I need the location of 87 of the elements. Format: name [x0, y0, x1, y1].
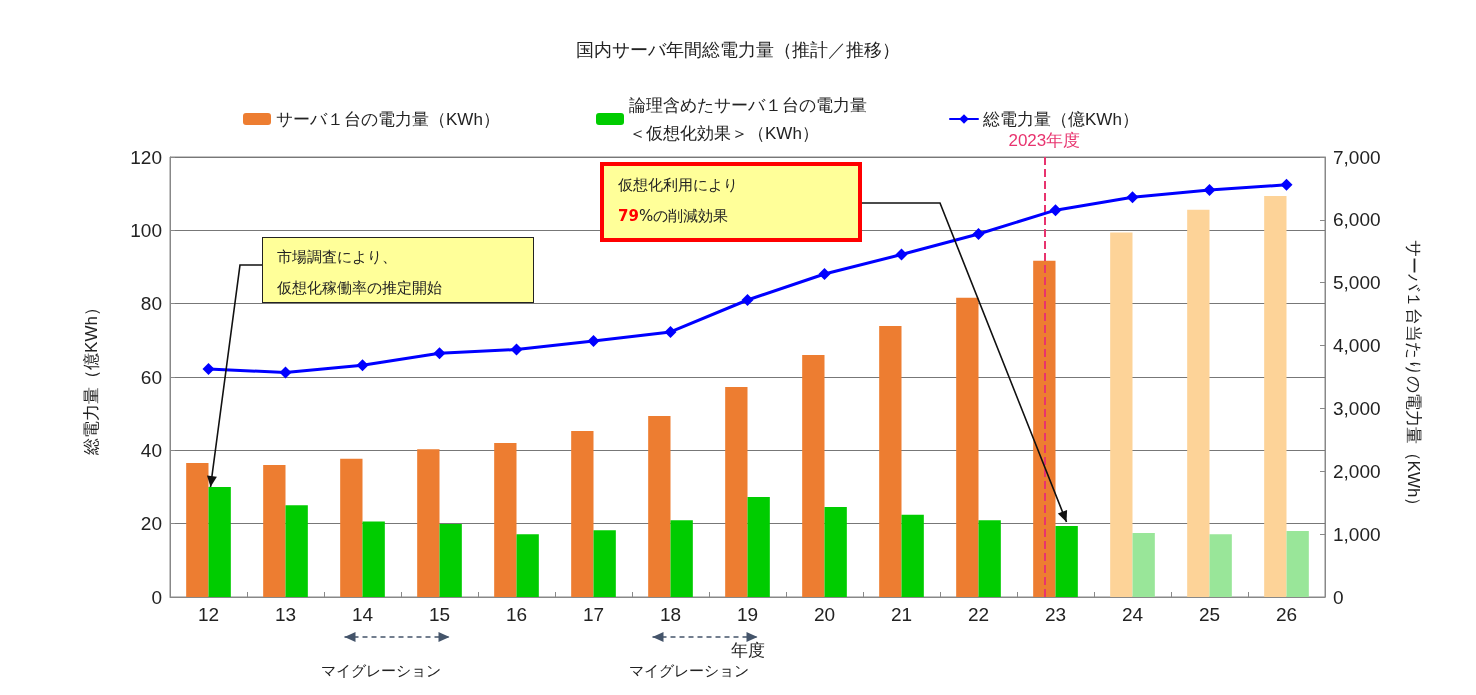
legend-label: 総電力量（億KWh）	[982, 109, 1139, 129]
bar	[186, 463, 209, 597]
x-tick-label: 12	[197, 604, 220, 625]
point	[1049, 204, 1062, 217]
point	[587, 335, 600, 348]
legend-label: サーバ１台の電力量（KWh）	[276, 109, 500, 129]
bar	[879, 326, 902, 597]
bar	[670, 520, 693, 597]
bar	[802, 355, 825, 597]
bar	[1110, 232, 1133, 597]
point	[1203, 184, 1216, 196]
point	[741, 294, 754, 306]
point	[433, 347, 446, 360]
text: マイグレーション	[320, 662, 441, 681]
y-tick-label: 0	[151, 586, 162, 608]
x-tick-label: 24	[1121, 604, 1144, 625]
point	[895, 248, 908, 261]
x-tick-label: 19	[736, 604, 759, 625]
x-tick-label: 26	[1275, 604, 1298, 625]
point	[510, 343, 523, 356]
bar	[208, 487, 231, 597]
x-tick-label: 13	[274, 604, 297, 625]
y-tick-label: 40	[140, 439, 162, 461]
bar	[362, 521, 385, 597]
x-tick-label: 16	[505, 604, 528, 625]
bar	[1264, 195, 1287, 597]
bar	[1286, 531, 1309, 597]
ref-line-label: 2023年度	[1008, 131, 1081, 150]
bar	[956, 297, 979, 597]
bar	[648, 415, 671, 597]
bar	[1132, 532, 1155, 597]
bar	[1187, 209, 1210, 597]
bar	[285, 505, 308, 597]
bar	[1055, 525, 1078, 597]
bar	[725, 387, 748, 597]
bar	[978, 520, 1001, 597]
bar	[263, 465, 286, 597]
point	[279, 366, 292, 379]
bar	[417, 449, 440, 597]
y2-tick-label: 6,000	[1333, 209, 1381, 231]
point	[202, 362, 215, 375]
x-tick-label: 25	[1198, 604, 1221, 625]
bar	[571, 431, 594, 597]
y2-tick-label: 5,000	[1333, 272, 1381, 294]
point	[1280, 178, 1293, 191]
y2-tick-label: 4,000	[1333, 335, 1381, 357]
y-tick-label: 100	[130, 219, 162, 241]
bar	[340, 458, 363, 597]
bar	[1209, 534, 1232, 597]
bar	[439, 524, 462, 597]
point	[818, 267, 831, 280]
point	[1126, 191, 1139, 204]
y2-tick-label: 7,000	[1333, 146, 1381, 168]
y2-tick-label: 3,000	[1333, 397, 1381, 419]
bar	[747, 497, 770, 597]
text: マイグレーション	[628, 662, 749, 681]
y2-tick-label: 2,000	[1333, 460, 1381, 482]
y-tick-label: 60	[140, 366, 162, 388]
y2-tick-label: 0	[1333, 586, 1344, 608]
x-tick-label: 18	[659, 604, 682, 625]
x-tick-label: 14	[351, 604, 374, 625]
point	[972, 228, 985, 240]
y2-axis-title: サーバ１台当たりの電力量（KWh）	[1404, 239, 1423, 515]
x-tick-label: 20	[813, 604, 836, 625]
x-tick-label: 17	[582, 604, 605, 625]
bar	[1033, 260, 1056, 597]
point	[356, 359, 369, 372]
x-tick-label: 22	[967, 604, 990, 625]
callout-box: 市場調査により、仮想化稼働率の推定開始	[262, 237, 534, 303]
bar	[901, 514, 924, 597]
point	[664, 325, 677, 338]
y-tick-label: 80	[140, 293, 162, 315]
x-tick-label: 21	[890, 604, 913, 625]
bar	[494, 443, 517, 597]
bar	[593, 530, 616, 597]
y-tick-label: 20	[140, 513, 162, 535]
y-axis-title: 総電力量（億KWh）	[82, 299, 101, 456]
bar	[516, 534, 539, 597]
bar	[824, 507, 847, 597]
legend-label: 論理含めたサーバ１台の電力量＜仮想化効果＞（KWh）	[629, 95, 867, 143]
x-tick-label: 15	[428, 604, 451, 625]
x-axis-title: 年度	[730, 641, 765, 660]
y-tick-label: 120	[130, 146, 162, 168]
callout-box: 仮想化利用により79%の削減効果	[600, 162, 862, 242]
y2-tick-label: 1,000	[1333, 523, 1381, 545]
chart-title: 国内サーバ年間総電力量（推計／推移）	[576, 40, 900, 60]
x-tick-label: 23	[1044, 604, 1067, 625]
